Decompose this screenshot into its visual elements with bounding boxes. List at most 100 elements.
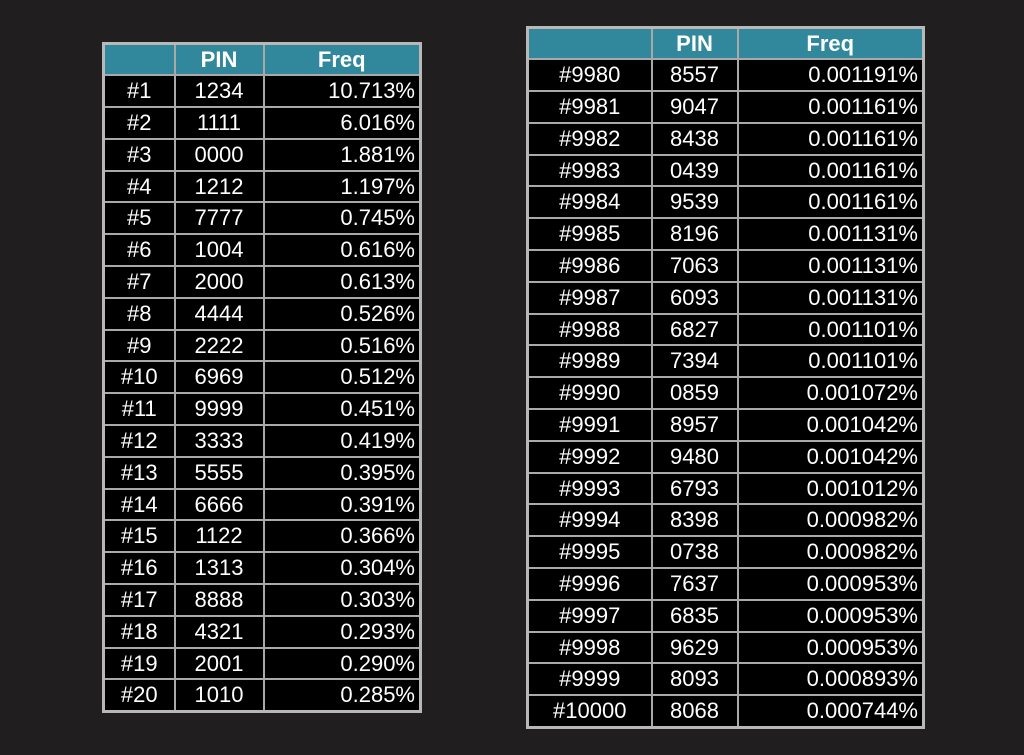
rank-cell: #9988 xyxy=(526,312,653,347)
table-row: #10 6969 0.512% xyxy=(102,360,422,395)
pin-cell: 0000 xyxy=(173,137,265,172)
pin-cell: 4444 xyxy=(173,296,265,331)
freq-cell: 0.290% xyxy=(262,646,422,681)
freq-cell: 0.000982% xyxy=(736,503,925,538)
table-row: #9986 7063 0.001131% xyxy=(526,249,925,283)
rank-cell: #9999 xyxy=(526,662,653,697)
table-row: #6 1004 0.616% xyxy=(102,233,422,268)
bottom-pins-table: PIN Freq #9980 8557 0.001191% #9981 9047 0.00… xyxy=(526,26,925,729)
pin-cell: 0859 xyxy=(650,376,739,411)
pin-cell: 1111 xyxy=(173,106,265,140)
freq-cell: 0.745% xyxy=(262,201,422,236)
freq-cell: 0.613% xyxy=(262,265,422,299)
pin-header: PIN xyxy=(650,26,739,61)
pin-cell: 7394 xyxy=(650,344,739,379)
freq-cell: 0.000982% xyxy=(736,535,925,570)
table-row: #9981 9047 0.001161% xyxy=(526,90,925,124)
pin-cell: 9047 xyxy=(650,90,739,124)
table-row: #9996 7637 0.000953% xyxy=(526,567,925,601)
freq-cell: 0.303% xyxy=(262,583,422,617)
pin-header: PIN xyxy=(173,42,265,77)
rank-cell: #9990 xyxy=(526,376,653,411)
pin-cell: 5555 xyxy=(173,455,265,490)
rank-cell: #10 xyxy=(102,360,176,395)
freq-cell: 0.001101% xyxy=(736,344,925,379)
rank-cell: #9981 xyxy=(526,90,653,124)
rank-cell: #16 xyxy=(102,551,176,586)
table-row: #9980 8557 0.001191% xyxy=(526,58,925,93)
table-row: #9998 9629 0.000953% xyxy=(526,630,925,665)
freq-cell: 0.512% xyxy=(262,360,422,395)
freq-cell: 0.001131% xyxy=(736,280,925,315)
bottom-pins-body: #9980 8557 0.001191% #9981 9047 0.001161% #998… xyxy=(526,58,925,729)
table-row: #9983 0439 0.001161% xyxy=(526,153,925,188)
pin-cell: 3333 xyxy=(173,424,265,458)
table-row: #9988 6827 0.001101% xyxy=(526,312,925,347)
freq-cell: 0.001161% xyxy=(736,153,925,188)
table-row: #9997 6835 0.000953% xyxy=(526,598,925,633)
rank-cell: #14 xyxy=(102,487,176,522)
freq-cell: 0.451% xyxy=(262,392,422,427)
table-row: #20 1010 0.285% xyxy=(102,678,422,713)
freq-cell: 0.001161% xyxy=(736,90,925,124)
table-row: #9985 8196 0.001131% xyxy=(526,217,925,252)
rank-cell: #5 xyxy=(102,201,176,236)
rank-cell: #9998 xyxy=(526,630,653,665)
rank-cell: #9992 xyxy=(526,439,653,474)
rank-cell: #19 xyxy=(102,646,176,681)
pin-cell: 9480 xyxy=(650,439,739,474)
rank-cell: #3 xyxy=(102,137,176,172)
pin-cell: 7777 xyxy=(173,201,265,236)
freq-cell: 0.001101% xyxy=(736,312,925,347)
rank-cell: #15 xyxy=(102,519,176,554)
table-row: #17 8888 0.303% xyxy=(102,583,422,617)
rank-cell: #9984 xyxy=(526,185,653,220)
table-row: #9982 8438 0.001161% xyxy=(526,121,925,156)
table-row: #9995 0738 0.000982% xyxy=(526,535,925,570)
pin-cell: 1234 xyxy=(173,74,265,109)
freq-cell: 0.000893% xyxy=(736,662,925,697)
freq-cell: 1.881% xyxy=(262,137,422,172)
rank-cell: #9989 xyxy=(526,344,653,379)
freq-cell: 0.616% xyxy=(262,233,422,268)
pin-cell: 2001 xyxy=(173,646,265,681)
rank-cell: #9 xyxy=(102,328,176,363)
header-row: PIN Freq xyxy=(526,26,925,61)
rank-cell: #9986 xyxy=(526,249,653,283)
rank-cell: #12 xyxy=(102,424,176,458)
freq-cell: 0.516% xyxy=(262,328,422,363)
freq-cell: 0.001131% xyxy=(736,217,925,252)
table-row: #7 2000 0.613% xyxy=(102,265,422,299)
freq-cell: 0.526% xyxy=(262,296,422,331)
table-row: #2 1111 6.016% xyxy=(102,106,422,140)
pin-cell: 1010 xyxy=(173,678,265,713)
table-row: #16 1313 0.304% xyxy=(102,551,422,586)
table-row: #15 1122 0.366% xyxy=(102,519,422,554)
pin-cell: 9539 xyxy=(650,185,739,220)
rank-cell: #6 xyxy=(102,233,176,268)
top-pins-table: PIN Freq #1 1234 10.713% #2 1111 6.016% #3 0000… xyxy=(102,42,422,713)
rank-cell: #9996 xyxy=(526,567,653,601)
table-row: #9 2222 0.516% xyxy=(102,328,422,363)
freq-cell: 1.197% xyxy=(262,169,422,204)
pin-cell: 7637 xyxy=(650,567,739,601)
table-row: #9991 8957 0.001042% xyxy=(526,408,925,442)
table-row: #3 0000 1.881% xyxy=(102,137,422,172)
table-row: #9984 9539 0.001161% xyxy=(526,185,925,220)
table-row: #9999 8093 0.000893% xyxy=(526,662,925,697)
freq-cell: 0.001042% xyxy=(736,439,925,474)
pin-cell: 8438 xyxy=(650,121,739,156)
table-row: #9992 9480 0.001042% xyxy=(526,439,925,474)
pin-cell: 0439 xyxy=(650,153,739,188)
rank-header xyxy=(526,26,653,61)
table-row: #10000 8068 0.000744% xyxy=(526,694,925,729)
pin-cell: 8398 xyxy=(650,503,739,538)
rank-cell: #9987 xyxy=(526,280,653,315)
freq-cell: 0.001191% xyxy=(736,58,925,93)
pin-cell: 1122 xyxy=(173,519,265,554)
freq-cell: 0.001042% xyxy=(736,408,925,442)
rank-cell: #9982 xyxy=(526,121,653,156)
pin-cell: 9999 xyxy=(173,392,265,427)
freq-cell: 0.001012% xyxy=(736,471,925,506)
table-row: #5 7777 0.745% xyxy=(102,201,422,236)
